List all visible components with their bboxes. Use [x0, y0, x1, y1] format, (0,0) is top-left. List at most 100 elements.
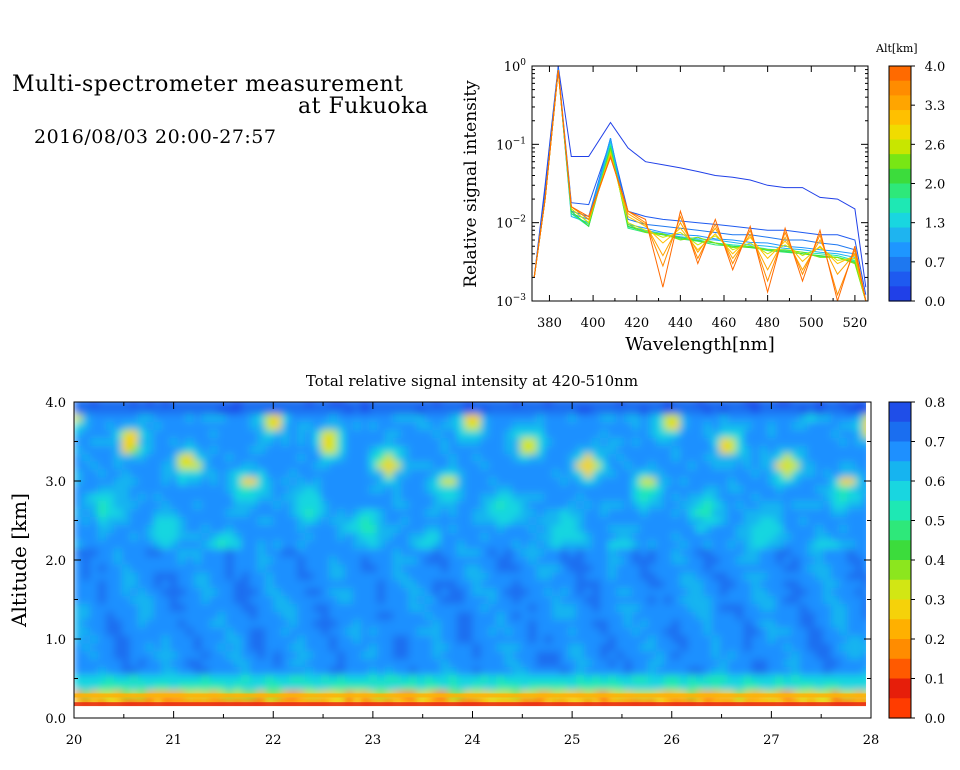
heatmap-cell	[743, 492, 752, 502]
heatmap-cell	[265, 682, 274, 691]
heatmap-cell	[600, 461, 609, 470]
heatmap-cell	[472, 595, 481, 604]
heatmap-cell	[655, 643, 665, 652]
heatmap-cell	[568, 682, 577, 691]
heatmap-cell	[751, 484, 760, 494]
heatmap-cell	[384, 635, 394, 644]
heatmap-cell	[408, 595, 418, 604]
heatmap-cell	[568, 619, 577, 628]
heatmap-cell	[376, 611, 386, 620]
heatmap-cell	[424, 469, 434, 478]
heatmap-cell	[273, 650, 282, 660]
heatmap-cell	[759, 619, 768, 628]
heatmap-cell	[193, 548, 202, 557]
heatmap-cell	[145, 492, 155, 502]
heatmap-cell	[289, 563, 298, 573]
heatmap-cell	[807, 477, 816, 486]
heatmap-cell	[400, 548, 410, 557]
heatmap-cell	[74, 429, 83, 438]
heatmap-cell	[823, 421, 832, 431]
heatmap-cell	[74, 524, 83, 533]
heatmap-cell	[687, 571, 697, 581]
heatmap-cell	[831, 674, 840, 683]
heatmap-cell	[639, 524, 649, 533]
heatmap-cell	[416, 666, 426, 675]
heatmap-cell	[695, 453, 705, 462]
heatmap-cell	[169, 461, 179, 470]
heatmap-cell	[520, 469, 529, 478]
heatmap-cell	[89, 556, 99, 565]
heatmap-cell	[799, 413, 808, 423]
heatmap-cell	[727, 682, 736, 691]
heatmap-cell	[767, 516, 776, 525]
heatmap-cell	[416, 548, 426, 557]
heatmap-cell	[488, 437, 497, 446]
heatmap-cell	[727, 595, 736, 604]
heatmap-cell	[121, 437, 131, 446]
heatmap-cell	[137, 548, 147, 557]
heatmap-cell	[456, 437, 466, 446]
heatmap-cell	[321, 635, 330, 644]
heatmap-cell	[504, 548, 513, 557]
heatmap-cell	[440, 635, 450, 644]
heatmap-cell	[600, 595, 609, 604]
heatmap-cell	[392, 445, 402, 454]
heatmap-cell	[217, 453, 226, 462]
heatmap-cell	[791, 524, 800, 533]
heatmap-cell	[703, 650, 713, 660]
heatmap-cell	[504, 500, 513, 510]
heatmap-cell	[209, 402, 218, 407]
heatmap-cell	[345, 603, 354, 612]
heatmap-cell	[273, 635, 282, 644]
heatmap-cell	[281, 484, 290, 494]
heatmap-cell	[504, 635, 513, 644]
heatmap-cell	[695, 658, 705, 668]
heatmap-cell	[89, 469, 99, 478]
heatmap-cell	[815, 437, 824, 446]
heatmap-cell	[743, 587, 752, 596]
heatmap-cell	[209, 516, 218, 525]
heatmap-cell	[89, 453, 99, 462]
heatmap-cell	[225, 556, 234, 565]
heatmap-cell	[432, 556, 442, 565]
heatmap-cell	[177, 500, 187, 510]
heatmap-cell	[600, 548, 609, 557]
heatmap-cell	[695, 627, 705, 636]
heatmap-cell	[321, 500, 330, 510]
heatmap-cell	[384, 516, 394, 525]
heatmap-cell	[584, 516, 593, 525]
heatmap-cell	[185, 571, 195, 581]
heatmap-cell	[791, 658, 800, 668]
heatmap-cell	[74, 611, 83, 620]
heatmap-cell	[137, 682, 147, 691]
heatmap-cell	[145, 595, 155, 604]
heatmap-cell	[169, 516, 179, 525]
heatmap-cell	[616, 524, 625, 533]
heatmap-cell	[360, 469, 370, 478]
heatmap-cell	[129, 453, 139, 462]
heatmap-cell	[337, 484, 346, 494]
heatmap-cell	[89, 666, 99, 675]
heatmap-cell	[783, 532, 792, 541]
heatmap-cell	[145, 484, 155, 494]
heatmap-cell	[297, 595, 306, 604]
heatmap-cell	[480, 571, 489, 581]
heatmap-title: Total relative signal intensity at 420-5…	[306, 372, 638, 390]
heatmap-cell	[775, 477, 784, 486]
heatmap-cell	[392, 461, 402, 470]
intensity-colorbar-cells	[889, 402, 911, 719]
spectrum-y-tick-label: 10−3	[496, 293, 526, 310]
heatmap-cell	[297, 402, 306, 407]
heatmap-cell	[352, 437, 362, 446]
heatmap-cell	[209, 571, 218, 581]
heatmap-cell	[791, 619, 800, 628]
heatmap-cell	[655, 484, 665, 494]
heatmap-cell	[368, 579, 378, 589]
heatmap-cell	[313, 595, 322, 604]
spectrum-y-tick-label: 10−1	[496, 136, 526, 153]
heatmap-cell	[839, 556, 848, 565]
heatmap-cell	[504, 658, 513, 668]
heatmap-cell	[544, 469, 553, 478]
heatmap-cell	[623, 579, 633, 589]
spectrum-series-line	[533, 69, 867, 301]
